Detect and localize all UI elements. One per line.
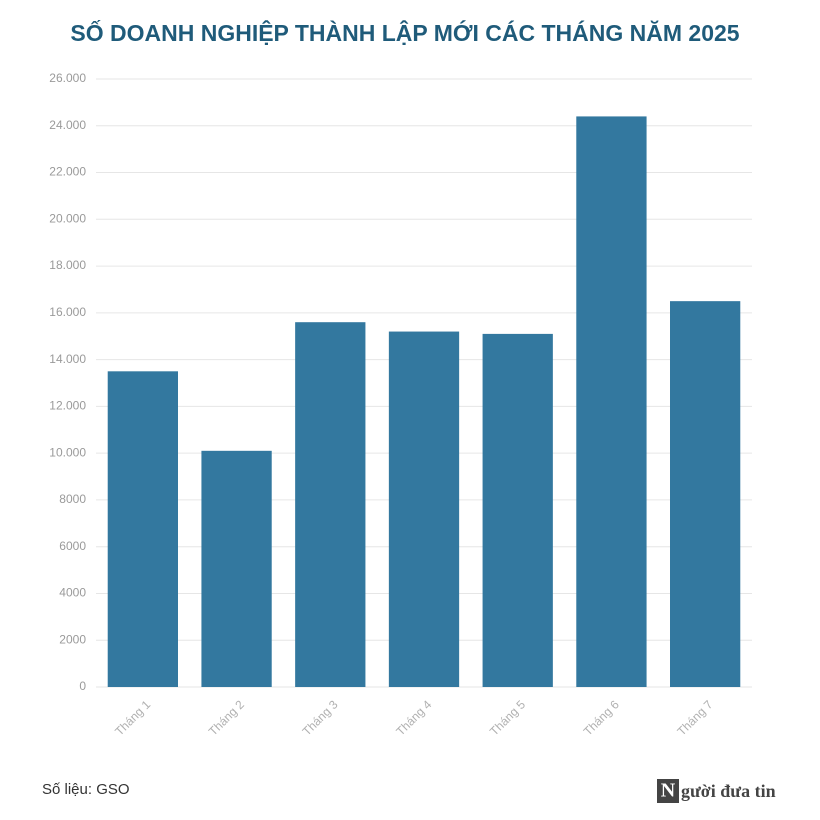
y-tick-label: 6000 xyxy=(59,539,86,553)
logo-initial: N xyxy=(661,780,676,802)
y-tick-label: 10.000 xyxy=(49,445,86,459)
x-tick-label: Tháng 5 xyxy=(487,697,528,738)
y-tick-label: 14.000 xyxy=(49,352,86,366)
y-tick-label: 2000 xyxy=(59,632,86,646)
bar xyxy=(201,450,272,687)
bar xyxy=(107,371,178,687)
y-tick-label: 12.000 xyxy=(49,399,86,413)
bar xyxy=(388,331,460,687)
x-tick-label: Tháng 3 xyxy=(300,697,341,738)
y-tick-label: 0 xyxy=(79,679,86,693)
chart-title: SỐ DOANH NGHIỆP THÀNH LẬP MỚI CÁC THÁNG … xyxy=(70,19,739,46)
bar xyxy=(576,116,647,687)
y-tick-label: 8000 xyxy=(59,492,86,506)
x-tick-label: Tháng 2 xyxy=(206,697,247,738)
y-tick-label: 26.000 xyxy=(49,71,86,85)
x-tick-label: Tháng 4 xyxy=(393,697,434,738)
source-note: Số liệu: GSO xyxy=(42,781,130,798)
y-tick-label: 24.000 xyxy=(49,118,86,132)
logo-box xyxy=(657,779,679,803)
x-tick-label: Tháng 6 xyxy=(581,697,622,738)
y-tick-label: 20.000 xyxy=(49,211,86,225)
bar xyxy=(670,301,741,687)
y-tick-label: 16.000 xyxy=(49,305,86,319)
y-tick-label: 22.000 xyxy=(49,165,86,179)
y-tick-label: 18.000 xyxy=(49,258,86,272)
y-tick-label: 4000 xyxy=(59,586,86,600)
bar xyxy=(295,322,366,687)
bar xyxy=(482,333,553,687)
logo-text: gười đưa tin xyxy=(681,781,776,801)
x-tick-label: Tháng 7 xyxy=(674,697,715,738)
logo: N gười đưa tin xyxy=(657,779,776,803)
x-tick-label: Tháng 1 xyxy=(112,697,153,738)
